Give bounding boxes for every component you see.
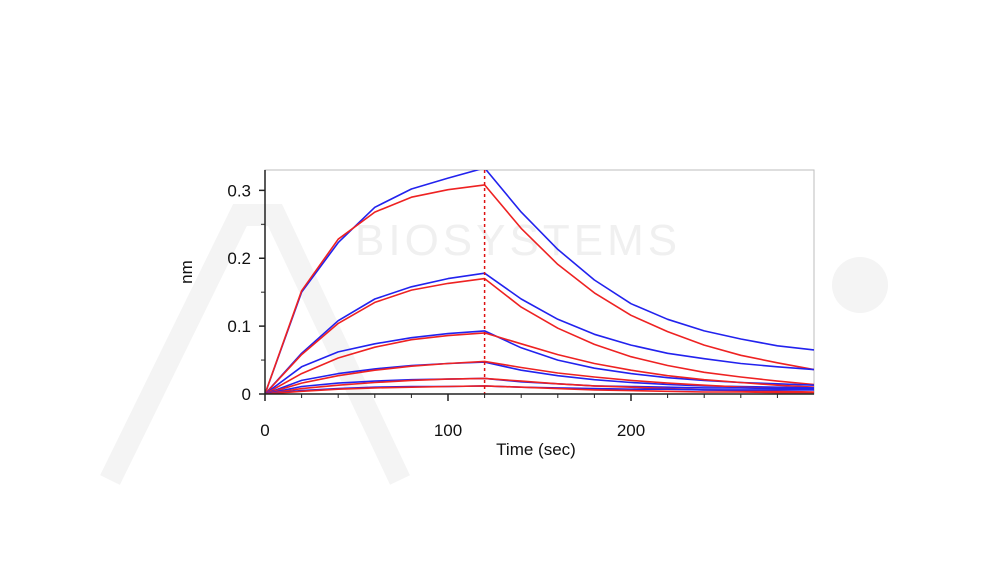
fit-curve-3 [265,277,814,394]
x-tick-label-2: 200 [617,421,645,440]
x-axis-title: Time (sec) [496,440,576,459]
watermark-logo-dot [832,257,888,313]
y-tick-label-1: 0.1 [227,317,251,336]
watermark-text: BIOSYSTEMS [355,216,681,265]
y-tick-label-0: 0 [242,385,251,404]
measured-curve-2 [265,272,814,394]
fit-curve-1 [265,184,814,394]
x-tick-label-1: 100 [434,421,462,440]
x-tick-label-0: 0 [260,421,269,440]
y-tick-label-3: 0.3 [227,181,251,200]
watermark: BIOSYSTEMS [100,204,888,485]
y-tick-label-2: 0.2 [227,249,251,268]
fit-curve-7 [265,360,814,394]
fit-curve-11 [265,385,814,394]
watermark-logo-shape [100,204,410,485]
ticks-layer: 0 0.1 0.2 0.3 0 100 200 [227,181,778,440]
y-axis-title: nm [177,260,196,284]
series-layer [265,170,814,394]
fit-curve-5 [265,332,814,394]
